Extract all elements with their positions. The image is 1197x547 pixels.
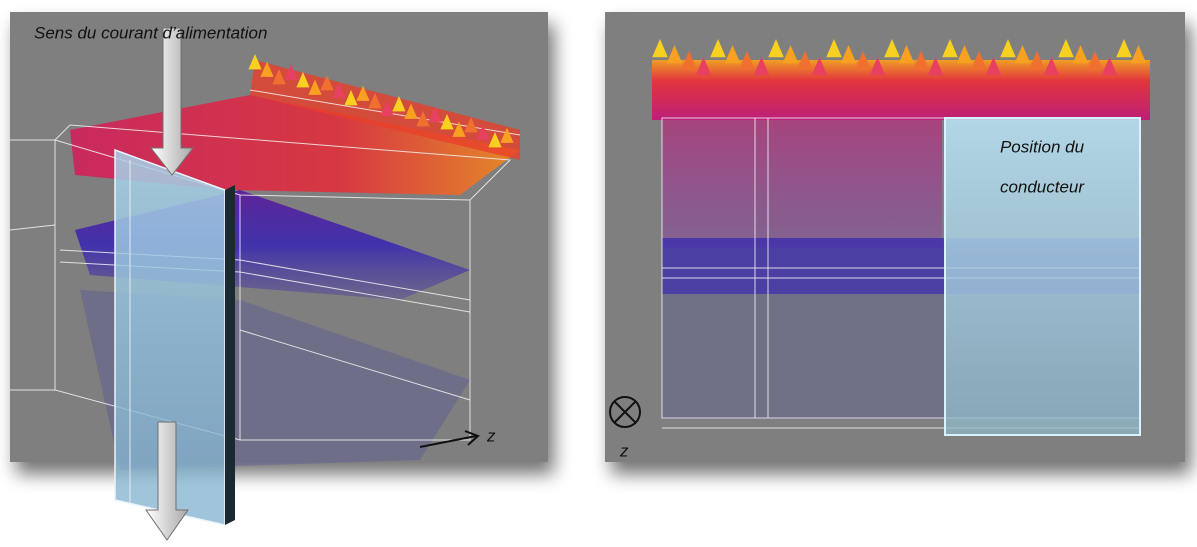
field-arrowhead: [248, 54, 262, 70]
field-arrowhead: [428, 106, 442, 122]
conductor-label: Position du: [1000, 137, 1085, 156]
field-arrowhead: [464, 117, 478, 133]
field-arrows: [652, 39, 1147, 76]
field-arrowhead: [797, 51, 813, 70]
field-arrowhead: [913, 51, 929, 70]
field-arrowhead: [768, 39, 784, 58]
field-arrowhead: [782, 45, 799, 64]
field-arrowhead: [488, 132, 502, 148]
axis-label: z: [486, 426, 496, 445]
field-arrowhead: [695, 57, 712, 76]
left-panel: Sens du courant d’alimentation z: [9, 12, 548, 541]
field-arrowhead: [332, 82, 346, 98]
field-arrowhead: [927, 57, 944, 76]
field-arrowhead: [440, 114, 454, 130]
field-arrowhead: [1087, 51, 1103, 70]
field-arrowhead: [1116, 39, 1132, 58]
field-arrowhead: [380, 100, 394, 116]
field-arrowhead: [666, 45, 683, 64]
field-arrowhead: [1058, 39, 1074, 58]
field-arrowhead: [971, 51, 987, 70]
field-arrowhead: [1072, 45, 1089, 64]
conductor-label: conducteur: [1000, 177, 1085, 196]
field-arrowhead: [320, 75, 334, 91]
field-arrowhead: [368, 93, 382, 109]
field-arrowhead: [898, 45, 915, 64]
z-axis-arrow: [419, 435, 477, 448]
field-arrowhead: [416, 111, 430, 127]
field-arrowhead: [260, 61, 274, 77]
field-arrowhead: [272, 69, 286, 85]
field-arrowhead: [392, 96, 406, 112]
field-arrowhead: [1000, 39, 1016, 58]
z-axis-arrowhead: [464, 430, 480, 446]
field-arrowhead: [710, 39, 726, 58]
conductor-edge: [225, 185, 235, 525]
right-panel: Position du conducteur z: [605, 12, 1185, 462]
z-into-page-symbol: [609, 396, 641, 428]
field-arrowhead: [296, 72, 310, 88]
field-arrowhead: [985, 57, 1002, 76]
axis-label: z: [619, 441, 629, 460]
field-top: [70, 95, 520, 195]
z-into-page-cross: [613, 400, 637, 424]
field-arrowhead: [681, 51, 697, 70]
field-middle: [662, 118, 942, 248]
field-arrowhead: [956, 45, 973, 64]
field-arrowhead: [724, 45, 741, 64]
field-arrowhead: [1014, 45, 1031, 64]
current-arrow-in: [149, 27, 195, 176]
current-label: Sens du courant d’alimentation: [34, 23, 267, 42]
conductor-box: [944, 117, 1141, 436]
field-arrowhead: [1043, 57, 1060, 76]
field-arrowhead: [356, 85, 370, 101]
field-arrowhead: [811, 57, 828, 76]
field-arrowhead: [452, 121, 466, 137]
field-arrows: [248, 54, 514, 148]
field-arrowhead: [404, 103, 418, 119]
field-arrowhead: [884, 39, 900, 58]
field-top: [652, 60, 1150, 120]
field-arrowhead: [652, 39, 668, 58]
field-arrowhead: [942, 39, 958, 58]
field-arrowhead: [869, 57, 886, 76]
field-arrowhead: [739, 51, 755, 70]
field-arrowhead: [476, 124, 490, 140]
field-arrowhead: [284, 64, 298, 80]
field-arrowhead: [1101, 57, 1118, 76]
field-arrowhead: [840, 45, 857, 64]
field-arrowhead: [753, 57, 770, 76]
field-arrowhead: [500, 127, 514, 143]
field-arrowhead: [1130, 45, 1147, 64]
field-arrowhead: [855, 51, 871, 70]
field-arrowhead: [308, 79, 322, 95]
field-arrowhead: [1029, 51, 1045, 70]
current-arrow-out: [145, 421, 189, 541]
field-arrowhead: [344, 90, 358, 106]
field-arrowhead: [826, 39, 842, 58]
